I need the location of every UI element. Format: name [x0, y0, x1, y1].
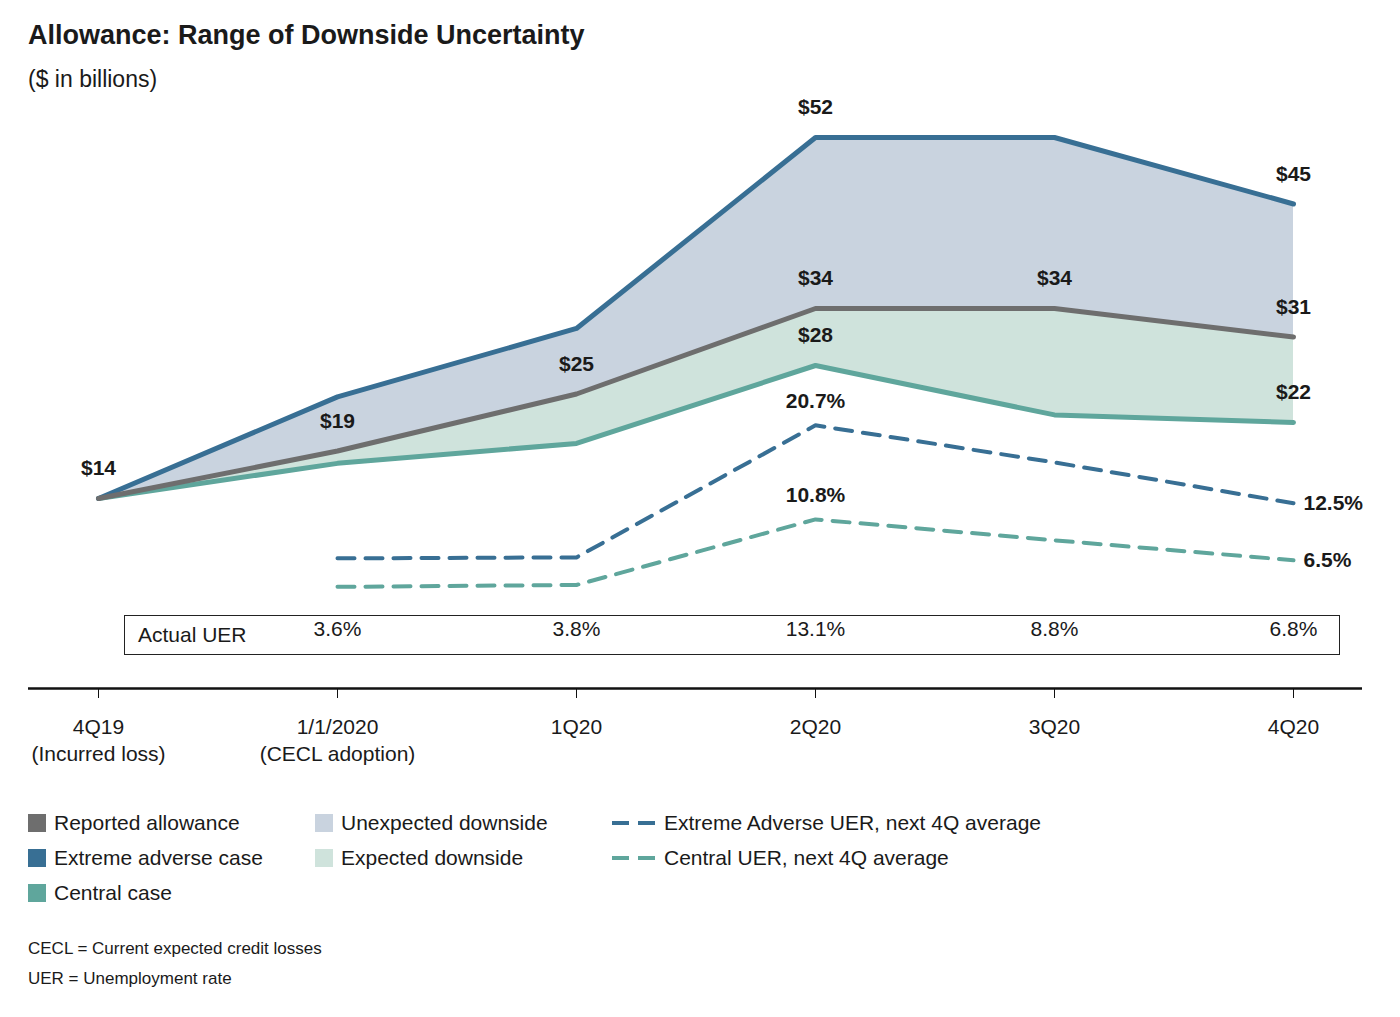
html-text:Allowance: Range of Downside U: Allowance: Range of Downside Uncertainty — [28, 20, 585, 50]
svg-text:$19: $19 — [320, 409, 355, 432]
svg-text:$45: $45 — [1276, 162, 1311, 185]
svg-text:3.6%: 3.6% — [314, 617, 362, 640]
svg-text:$31: $31 — [1276, 295, 1311, 318]
svg-text:10.8%: 10.8% — [786, 483, 846, 506]
svg-text:12.5%: 12.5% — [1304, 491, 1364, 514]
html-text:Actual UER: Actual UER — [138, 623, 247, 646]
svg-text:4Q20: 4Q20 — [1268, 715, 1319, 738]
svg-text:$34: $34 — [1037, 266, 1072, 289]
html-text:Extreme adverse case: Extreme adverse case — [54, 846, 263, 869]
svg-text:13.1%: 13.1% — [786, 617, 846, 640]
svg-text:6.5%: 6.5% — [1304, 548, 1352, 571]
svg-text:$22: $22 — [1276, 380, 1311, 403]
html-text:Reported allowance: Reported allowance — [54, 811, 240, 834]
svg-text:3.8%: 3.8% — [553, 617, 601, 640]
html-text:CECL = Current expected credit: CECL = Current expected credit losses — [28, 939, 322, 958]
html-text:Expected downside: Expected downside — [341, 846, 524, 869]
html-text:UER = Unemployment rate: UER = Unemployment rate — [28, 969, 232, 988]
svg-text:$34: $34 — [798, 266, 833, 289]
svg-text:$52: $52 — [798, 95, 833, 118]
svg-text:3Q20: 3Q20 — [1029, 715, 1080, 738]
svg-text:20.7%: 20.7% — [786, 389, 846, 412]
svg-text:4Q19(Incurred loss): 4Q19(Incurred loss) — [31, 715, 165, 765]
html-text:Central case: Central case — [54, 881, 172, 904]
svg-text:1/1/2020(CECL adoption): 1/1/2020(CECL adoption) — [260, 715, 416, 765]
svg-text:$14: $14 — [81, 456, 116, 479]
svg-text:8.8%: 8.8% — [1031, 617, 1079, 640]
svg-text:$25: $25 — [559, 352, 594, 375]
svg-text:6.8%: 6.8% — [1270, 617, 1318, 640]
svg-text:1Q20: 1Q20 — [551, 715, 602, 738]
svg-text:$28: $28 — [798, 323, 833, 346]
html-text:Extreme Adverse UER, next 4Q a: Extreme Adverse UER, next 4Q average — [664, 811, 1041, 834]
html-text:($ in billions): ($ in billions) — [28, 66, 158, 92]
html-text:Unexpected downside: Unexpected downside — [341, 811, 548, 834]
svg-text:2Q20: 2Q20 — [790, 715, 841, 738]
html-text:Central UER, next 4Q average: Central UER, next 4Q average — [664, 846, 949, 869]
